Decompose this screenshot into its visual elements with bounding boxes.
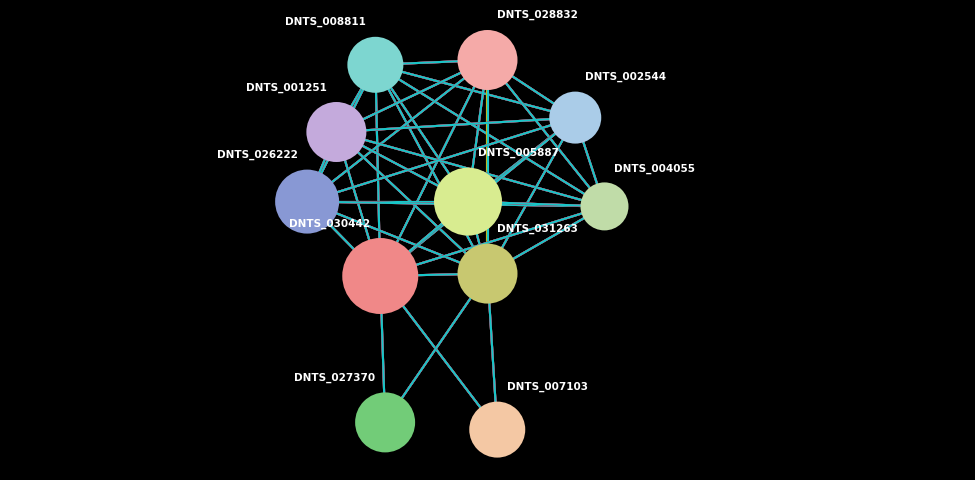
Text: DNTS_001251: DNTS_001251 — [246, 83, 327, 93]
Ellipse shape — [469, 402, 526, 457]
Ellipse shape — [342, 238, 418, 314]
Text: DNTS_005887: DNTS_005887 — [478, 148, 559, 158]
Text: DNTS_028832: DNTS_028832 — [497, 10, 578, 20]
Ellipse shape — [355, 393, 415, 452]
Ellipse shape — [457, 244, 518, 304]
Ellipse shape — [434, 168, 502, 236]
Text: DNTS_007103: DNTS_007103 — [507, 382, 588, 392]
Text: DNTS_002544: DNTS_002544 — [585, 72, 666, 82]
Ellipse shape — [457, 30, 518, 90]
Ellipse shape — [347, 37, 404, 93]
Text: DNTS_031263: DNTS_031263 — [497, 224, 578, 234]
Text: DNTS_008811: DNTS_008811 — [285, 16, 366, 27]
Ellipse shape — [275, 169, 339, 234]
Text: DNTS_004055: DNTS_004055 — [614, 164, 695, 174]
Text: DNTS_027370: DNTS_027370 — [294, 373, 375, 383]
Text: DNTS_030442: DNTS_030442 — [290, 218, 370, 228]
Text: DNTS_026222: DNTS_026222 — [216, 150, 297, 160]
Ellipse shape — [306, 102, 367, 162]
Ellipse shape — [549, 92, 602, 144]
Ellipse shape — [580, 182, 629, 230]
